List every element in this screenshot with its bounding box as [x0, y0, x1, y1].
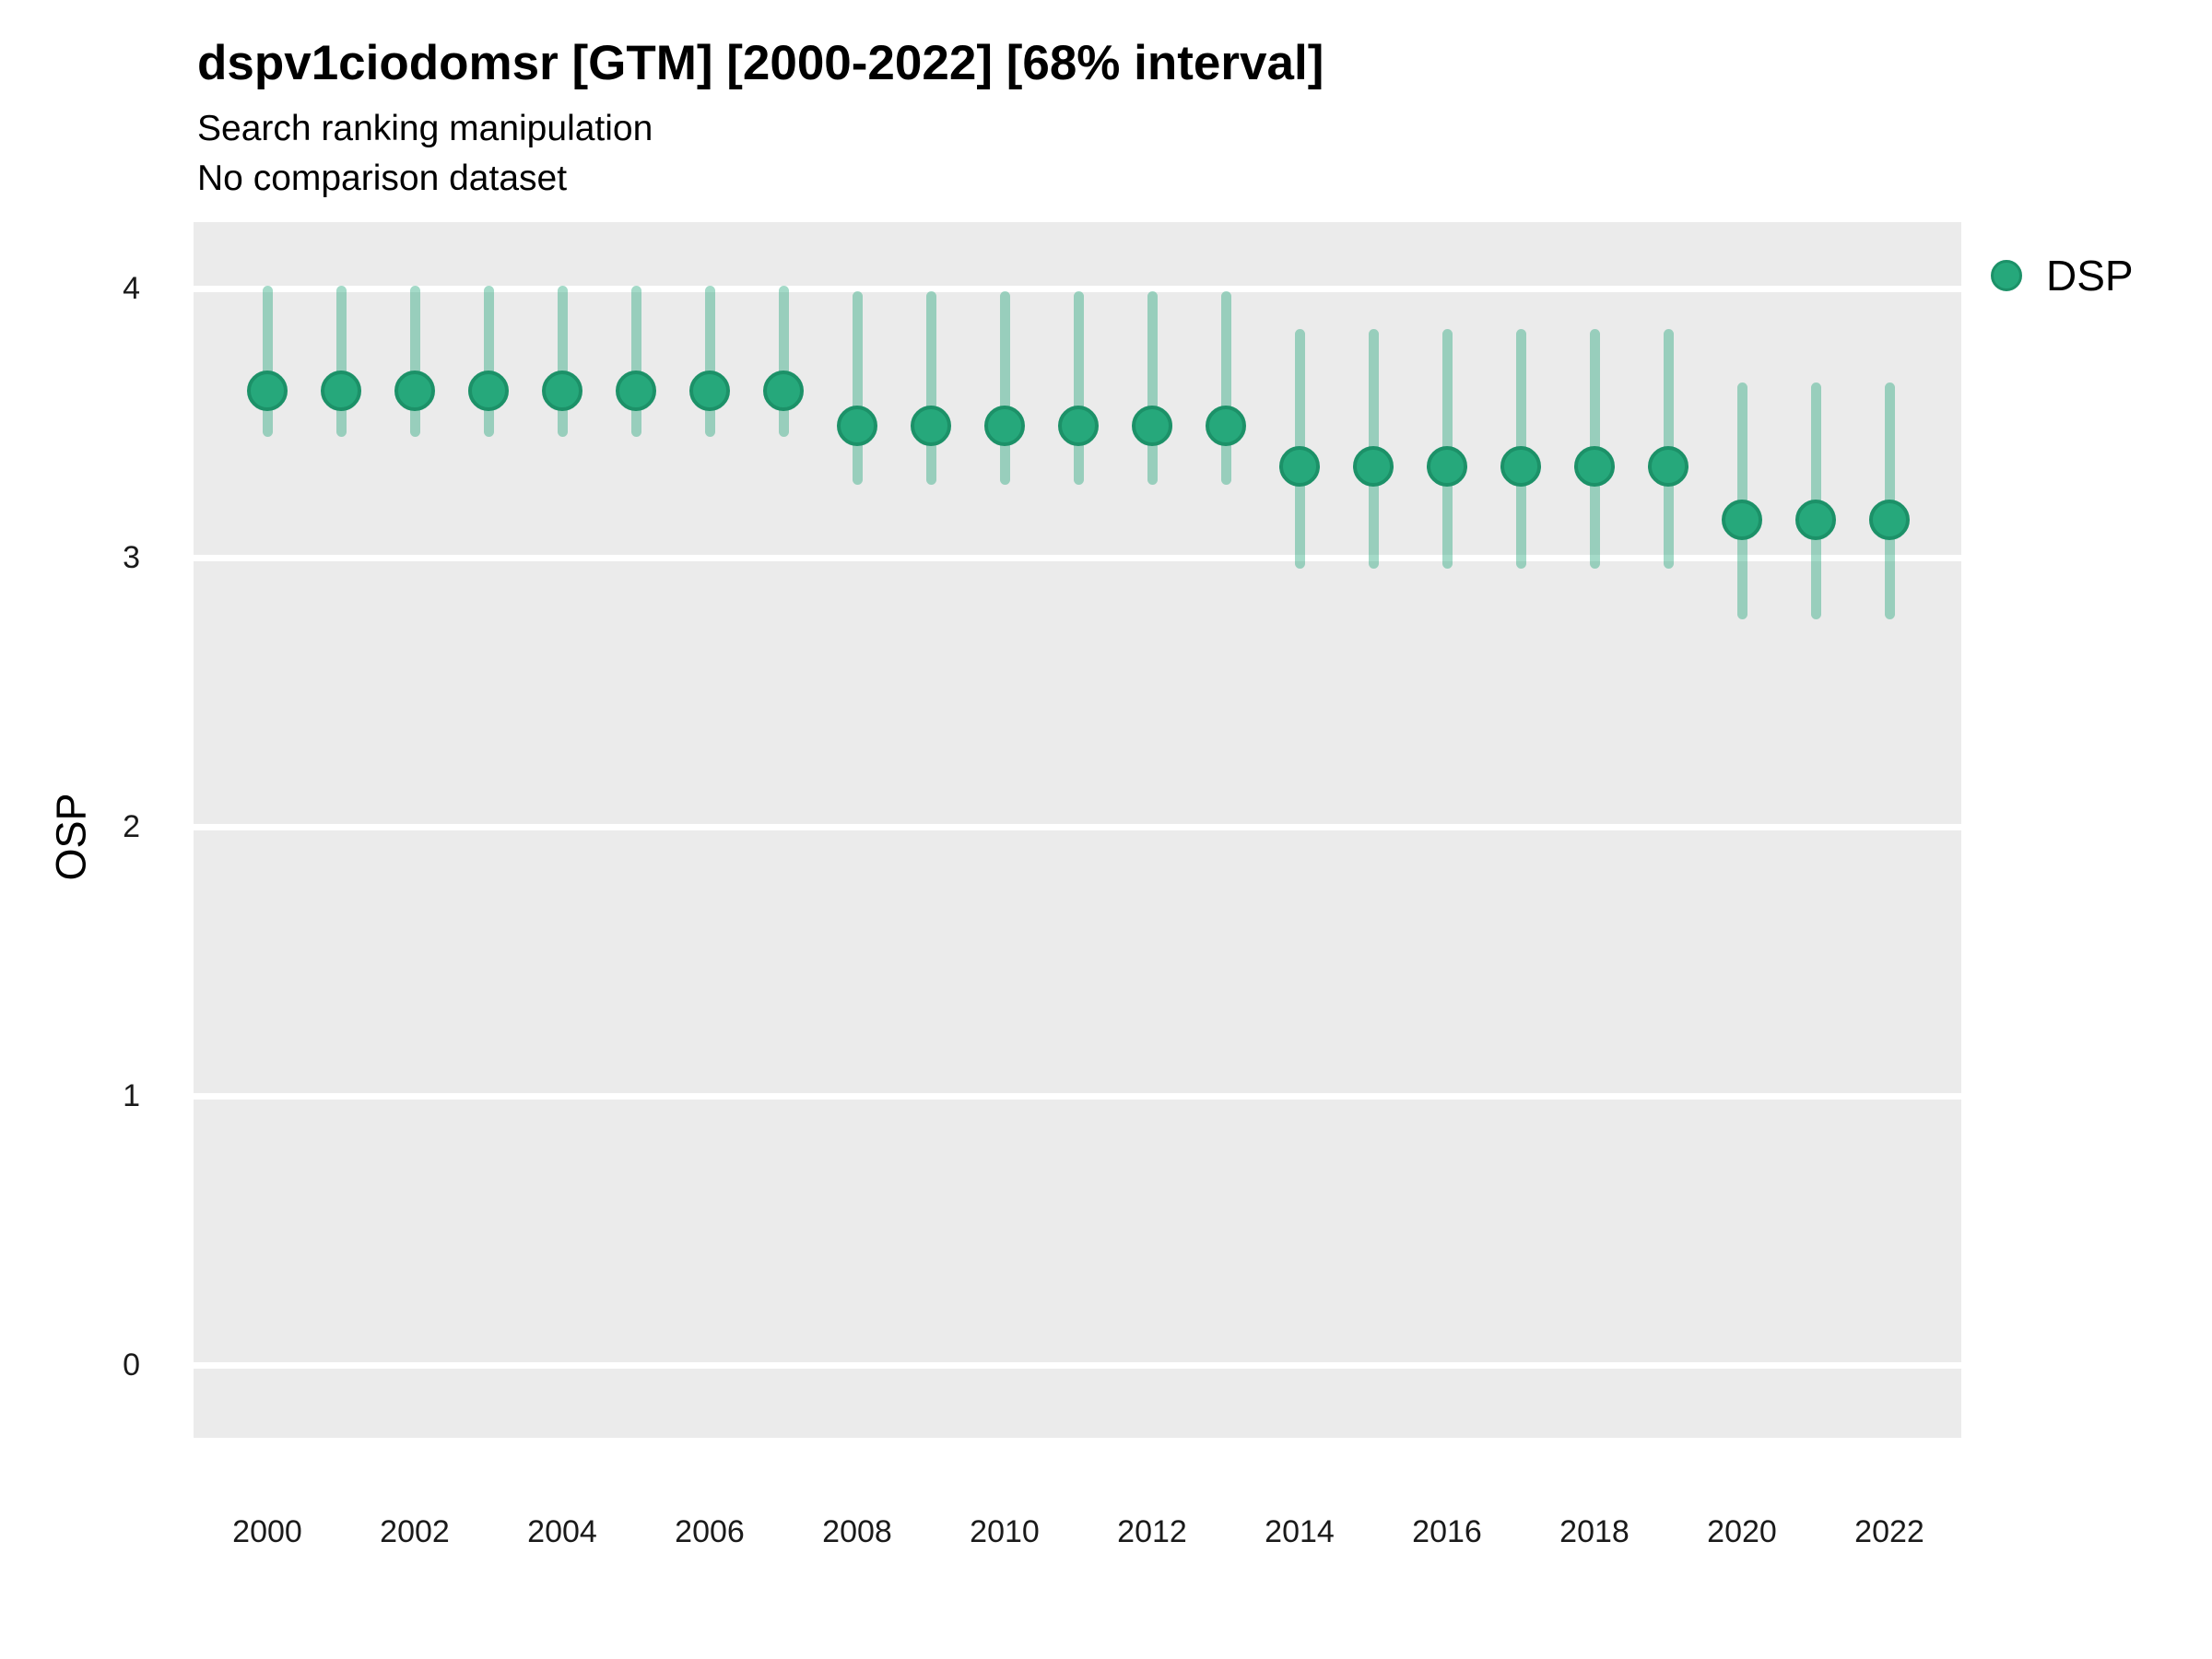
data-point-2016 [1427, 445, 1467, 487]
chart-subtitle: Search ranking manipulation [197, 109, 653, 148]
legend: DSP [1991, 251, 2134, 300]
interval-bar-2012 [1147, 290, 1158, 486]
interval-bar-2009 [925, 290, 936, 486]
y-tick-label-3: 3 [123, 540, 140, 575]
x-tick-label-2010: 2010 [970, 1514, 1040, 1549]
data-point-2006 [689, 370, 730, 411]
plot-panel [194, 222, 1961, 1438]
x-tick-label-2000: 2000 [232, 1514, 302, 1549]
interval-bar-2003 [483, 286, 494, 437]
data-point-2017 [1500, 445, 1541, 487]
x-tick-label-2012: 2012 [1117, 1514, 1187, 1549]
interval-bar-2008 [852, 290, 863, 486]
data-point-2022 [1869, 500, 1910, 541]
data-point-2015 [1353, 445, 1394, 487]
data-point-2011 [1058, 405, 1099, 446]
y-tick-label-1: 1 [123, 1078, 140, 1113]
data-point-2002 [394, 370, 435, 411]
interval-bar-2011 [1073, 290, 1084, 486]
data-point-2009 [911, 405, 951, 446]
gridline-y-3 [194, 554, 1961, 561]
chart-note: No comparison dataset [197, 159, 568, 198]
legend-label: DSP [2046, 252, 2134, 300]
gridline-y-2 [194, 823, 1961, 830]
data-point-2012 [1132, 405, 1172, 446]
interval-bar-2002 [409, 286, 420, 437]
data-point-2021 [1795, 500, 1836, 541]
data-point-2019 [1648, 445, 1688, 487]
gridline-y-4 [194, 285, 1961, 292]
data-point-2003 [468, 370, 509, 411]
interval-bar-2007 [778, 286, 789, 437]
data-point-2010 [984, 405, 1025, 446]
x-tick-label-2014: 2014 [1265, 1514, 1335, 1549]
interval-bar-2001 [335, 286, 347, 437]
data-point-2014 [1279, 445, 1320, 487]
y-tick-label-0: 0 [123, 1347, 140, 1382]
data-point-2000 [247, 370, 288, 411]
interval-bar-2013 [1220, 290, 1231, 486]
data-point-2018 [1574, 445, 1615, 487]
chart-title: dspv1ciodomsr [GTM] [2000-2022] [68% int… [197, 36, 1324, 90]
interval-bar-2010 [999, 290, 1010, 486]
data-point-2001 [321, 370, 361, 411]
gridline-y-1 [194, 1092, 1961, 1100]
x-tick-label-2020: 2020 [1707, 1514, 1777, 1549]
x-tick-label-2016: 2016 [1412, 1514, 1482, 1549]
y-tick-label-4: 4 [123, 271, 140, 306]
x-tick-label-2022: 2022 [1854, 1514, 1924, 1549]
data-point-2013 [1206, 405, 1246, 446]
data-point-2008 [837, 405, 877, 446]
interval-bar-2006 [704, 286, 715, 437]
data-point-2005 [616, 370, 656, 411]
x-tick-label-2006: 2006 [675, 1514, 745, 1549]
y-tick-label-2: 2 [123, 809, 140, 844]
x-tick-label-2004: 2004 [527, 1514, 597, 1549]
interval-bar-2004 [557, 286, 568, 437]
x-tick-label-2008: 2008 [822, 1514, 892, 1549]
interval-bar-2000 [262, 286, 273, 437]
data-point-2004 [542, 370, 582, 411]
interval-bar-2005 [630, 286, 641, 437]
legend-marker-icon [1991, 260, 2022, 291]
gridline-y-0 [194, 1361, 1961, 1369]
data-point-2007 [763, 370, 804, 411]
data-point-2020 [1722, 500, 1762, 541]
x-tick-label-2018: 2018 [1559, 1514, 1630, 1549]
x-tick-label-2002: 2002 [380, 1514, 450, 1549]
